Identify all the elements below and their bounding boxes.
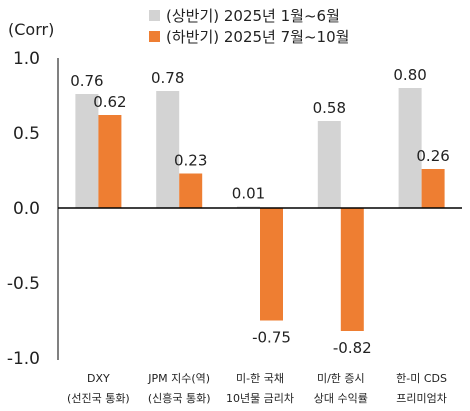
bars: 0.76 0.78 0.01 0.58 0.80 0.62 0.23 -0.75 -0.82 0.… xyxy=(70,66,450,357)
bar-second-half xyxy=(421,169,445,208)
x-category-label: 미/한 증시 xyxy=(317,372,365,385)
data-label-second-half: -0.75 xyxy=(252,329,291,347)
data-label-first-half: 0.80 xyxy=(393,66,426,84)
legend-item-first-half: (상반기) 2025년 1월~6월 xyxy=(149,7,340,25)
y-tick-label: -0.5 xyxy=(7,274,40,294)
x-category-label: 상대 수익률 xyxy=(314,392,368,405)
legend-label-second-half: (하반기) 2025년 7월~10월 xyxy=(166,28,349,46)
y-tick-label: 0.0 xyxy=(13,199,40,219)
legend-label-first-half: (상반기) 2025년 1월~6월 xyxy=(166,7,340,25)
legend-swatch-first-half xyxy=(149,10,160,21)
x-category-label: 미-한 국채 xyxy=(236,372,284,385)
x-category-label: DXY xyxy=(87,372,110,385)
bar-second-half xyxy=(260,208,283,321)
y-axis-unit-label: (Corr) xyxy=(8,20,54,39)
bar-first-half xyxy=(398,88,422,208)
y-tick-label: 0.5 xyxy=(13,124,40,144)
x-axis-category-labels: DXY (선진국 통화) JPM 지수(역) (신흥국 통화) 미-한 국채 10년물 금… xyxy=(67,372,447,405)
data-label-first-half: 0.76 xyxy=(70,72,103,90)
legend: (상반기) 2025년 1월~6월 (하반기) 2025년 7월~10월 xyxy=(149,7,349,46)
legend-swatch-second-half xyxy=(149,31,160,42)
x-category-label: 한-미 CDS xyxy=(396,372,447,385)
bar-first-half xyxy=(75,94,99,208)
x-category-label: (선진국 통화) xyxy=(67,392,130,405)
data-label-second-half: 0.23 xyxy=(174,152,207,170)
x-category-label: JPM 지수(역) xyxy=(147,372,210,385)
data-label-first-half: 0.01 xyxy=(232,185,265,203)
data-label-first-half: 0.58 xyxy=(313,99,346,117)
x-category-label: 프리미엄차 xyxy=(396,392,447,405)
data-label-second-half: 0.26 xyxy=(416,147,449,165)
bar-first-half xyxy=(317,121,341,208)
y-axis-ticks: 1.0 0.5 0.0 -0.5 -1.0 xyxy=(7,49,40,369)
bar-first-half xyxy=(156,91,180,208)
bar-second-half xyxy=(340,208,364,331)
bar-second-half xyxy=(98,115,122,208)
legend-item-second-half: (하반기) 2025년 7월~10월 xyxy=(149,28,349,46)
bar-second-half xyxy=(179,173,203,208)
data-label-first-half: 0.78 xyxy=(151,69,184,87)
y-tick-label: 1.0 xyxy=(13,49,40,69)
x-category-label: 10년물 금리차 xyxy=(226,392,294,405)
data-label-second-half: 0.62 xyxy=(93,93,126,111)
x-category-label: (신흥국 통화) xyxy=(148,391,211,405)
data-label-second-half: -0.82 xyxy=(333,339,372,357)
y-tick-label: -1.0 xyxy=(7,349,40,369)
